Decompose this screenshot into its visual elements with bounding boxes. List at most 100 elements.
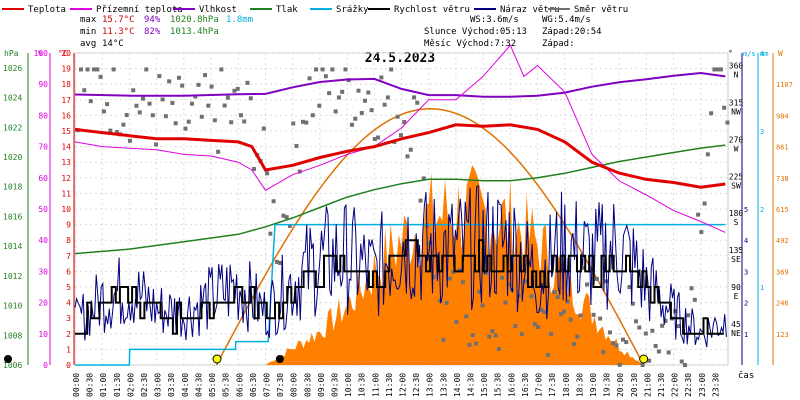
x-tick-label: 11:30 [385, 373, 394, 397]
direction-point [493, 333, 498, 338]
plot-area [4, 44, 730, 367]
axis-header-ms: m/s [743, 50, 756, 58]
direction-point [379, 75, 384, 80]
legend-label: Rychlost větru [394, 5, 470, 15]
direction-point [640, 363, 645, 367]
x-tick-label: 22:00 [671, 373, 680, 397]
dir-tick-degrees: 45 [731, 320, 741, 329]
direction-point [454, 320, 459, 325]
pressure-tick-label: 1020 [3, 153, 22, 162]
direction-point [545, 352, 550, 357]
humidity-tick-label: 10 [38, 330, 48, 339]
direction-point [585, 282, 590, 287]
direction-point [385, 95, 390, 100]
x-tick-label: 04:00 [181, 373, 190, 397]
pressure-tick-label: 1014 [3, 242, 22, 251]
direction-point [637, 325, 642, 330]
direction-point [614, 343, 619, 348]
direction-point [722, 105, 727, 110]
stats-panel: max 15.7°C 94% 1020.8hPa 1.8mm min 11.3°C 82% 10… [80, 15, 602, 49]
direction-point [709, 111, 714, 116]
direction-point [718, 67, 723, 72]
temp-line [74, 123, 726, 189]
direction-point [154, 142, 159, 147]
x-tick-label: 07:00 [262, 373, 271, 397]
direction-point [696, 212, 701, 217]
chart-title: 24.5.2023 [365, 51, 435, 66]
direction-point [193, 94, 198, 99]
temp-tick-label: 16 [61, 111, 71, 120]
direction-point [95, 67, 100, 72]
solar-max-curve [215, 108, 642, 366]
temp-tick-label: 15 [61, 127, 71, 136]
direction-point [712, 67, 717, 72]
temp-tick-label: 3 [66, 314, 71, 323]
direction-point [359, 110, 364, 115]
direction-point [552, 290, 557, 295]
direction-point [660, 323, 665, 328]
direction-point [141, 96, 146, 101]
x-tick-label: 04:30 [194, 373, 203, 397]
humidity-line [74, 71, 726, 98]
stat-label: max [80, 15, 97, 25]
x-tick-label: 06:30 [249, 373, 258, 397]
x-tick-label: 17:00 [535, 373, 544, 397]
pressure-tick-label: 1022 [3, 123, 22, 132]
temp-tick-label: 5 [66, 283, 71, 292]
rain-tick-label: 1 [760, 284, 764, 292]
direction-point [725, 120, 730, 125]
x-axis-label: čas [738, 370, 754, 381]
humidity-tick-label: 60 [38, 174, 48, 183]
direction-point [483, 270, 488, 275]
humidity-tick-label: 30 [38, 267, 48, 276]
direction-point [500, 275, 505, 280]
direction-point [281, 213, 286, 218]
solar-tick-label: 492 [776, 237, 789, 245]
direction-point [650, 328, 655, 333]
temp-tick-label: 1 [66, 345, 71, 354]
direction-point [572, 341, 577, 346]
stat-label: avg [80, 39, 96, 49]
direction-point [402, 120, 407, 125]
direction-point [297, 169, 302, 174]
x-tick-label: 10:30 [358, 373, 367, 397]
humidity-tick-label: 70 [38, 143, 48, 152]
x-tick-label: 01:00 [99, 373, 108, 397]
temp-tick-label: 19 [61, 65, 71, 74]
x-tick-label: 23:00 [698, 373, 707, 397]
stat-moon: Měsíc Východ:7:32 [424, 39, 516, 49]
direction-point [88, 99, 93, 104]
temp-tick-label: 4 [66, 299, 71, 308]
x-tick-label: 14:00 [453, 373, 462, 397]
temp-tick-label: 14 [61, 143, 71, 152]
axis-header-degc: °C [58, 49, 68, 58]
direction-point [363, 98, 368, 103]
x-tick-label: 23:30 [711, 373, 720, 397]
axis-header-deg: ° [728, 49, 733, 58]
dir-tick-degrees: 225 [729, 172, 744, 181]
pressure-tick-label: 1010 [3, 302, 22, 311]
direction-point [683, 363, 688, 367]
direction-point [203, 73, 208, 78]
wind-tick-label: 1 [744, 331, 748, 339]
axis-header-hpa: hPa [4, 49, 19, 58]
direction-point [229, 120, 234, 125]
direction-point [643, 331, 648, 336]
x-tick-label: 22:30 [684, 373, 693, 397]
humidity-tick-label: 20 [38, 299, 48, 308]
direction-point [163, 114, 168, 119]
stat-humidity: 82% [144, 27, 161, 37]
direction-point [127, 138, 132, 143]
direction-point [261, 126, 266, 131]
direction-point [242, 119, 247, 124]
direction-point [366, 90, 371, 95]
direction-point [369, 108, 374, 113]
x-tick-label: 00:30 [86, 373, 95, 397]
legend-label: Přízemní teplota [96, 5, 183, 15]
direction-point [170, 100, 175, 105]
direction-point [212, 118, 217, 123]
axis-header-mm: mm [760, 50, 768, 58]
temp-tick-label: 0 [66, 361, 71, 370]
direction-point [705, 152, 710, 157]
